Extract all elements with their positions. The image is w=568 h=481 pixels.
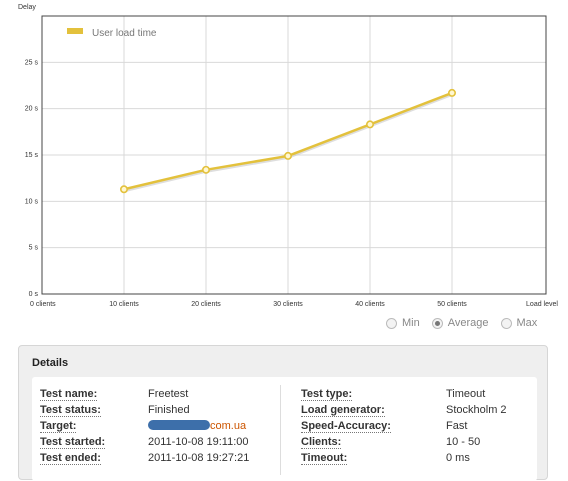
chart-legend: User load time	[67, 28, 157, 39]
test-status-label: Test status:	[40, 404, 101, 417]
view-option-average-label: Average	[447, 317, 489, 329]
details-panel: Details Test name: Freetest Test status:…	[18, 345, 548, 481]
speed-accuracy-label: Speed-Accuracy:	[301, 420, 391, 433]
details-right-column: Test type: Timeout Load generator: Stock…	[301, 387, 507, 467]
y-tick-labels: 0 s 5 s 10 s 15 s 20 s 25 s	[25, 59, 39, 298]
x-tick-label: 50 clients	[437, 301, 467, 308]
detail-row-test-ended: Test ended: 2011-10-08 19:27:21	[40, 451, 249, 467]
data-point[interactable]	[283, 151, 292, 160]
test-name-value: Freetest	[148, 388, 189, 400]
detail-row-clients: Clients: 10 - 50	[301, 435, 507, 451]
detail-row-test-type: Test type: Timeout	[301, 387, 507, 403]
x-tick-labels: 0 clients 10 clients 20 clients 30 clients 4…	[30, 301, 558, 308]
data-point[interactable]	[202, 165, 211, 174]
detail-row-speed-accuracy: Speed-Accuracy: Fast	[301, 419, 507, 435]
y-axis-title: Delay	[18, 4, 36, 11]
load-time-chart: Delay 0 s 5 s 10 s 15 s 20 s 25 s 0 clients 10…	[18, 4, 558, 308]
detail-row-target: Target: com.ua	[40, 419, 249, 435]
test-type-label: Test type:	[301, 388, 353, 401]
x-tick-label: 0 clients	[30, 301, 56, 308]
y-tick-label: 20 s	[25, 106, 39, 113]
view-option-min[interactable]: Min	[386, 317, 420, 329]
legend-swatch	[67, 28, 83, 34]
x-tick-label: 40 clients	[355, 301, 385, 308]
speed-accuracy-value: Fast	[446, 420, 468, 432]
chart-series	[120, 88, 456, 194]
timeout-value: 0 ms	[446, 452, 470, 464]
target-domain-suffix[interactable]: com.ua	[210, 420, 247, 432]
view-options: Min Average Max	[386, 317, 537, 329]
y-tick-label: 15 s	[25, 152, 39, 159]
radio-max-icon[interactable]	[500, 317, 512, 329]
details-table: Test name: Freetest Test status: Finishe…	[32, 377, 537, 481]
data-point[interactable]	[120, 185, 129, 194]
test-type-value: Timeout	[446, 388, 486, 400]
y-tick-label: 0 s	[29, 291, 39, 298]
load-generator-value: Stockholm 2	[446, 404, 507, 416]
load-generator-label: Load generator:	[301, 404, 385, 417]
x-tick-label: 20 clients	[191, 301, 221, 308]
view-option-average[interactable]: Average	[431, 317, 489, 329]
clients-value: 10 - 50	[446, 436, 481, 448]
view-option-max-label: Max	[516, 317, 538, 329]
x-axis-title: Load level	[526, 301, 558, 308]
data-point[interactable]	[365, 120, 374, 129]
redaction-mark	[148, 420, 210, 430]
test-ended-value: 2011-10-08 19:27:21	[148, 452, 250, 464]
timeout-label: Timeout:	[301, 452, 348, 465]
details-divider	[280, 385, 281, 475]
test-started-label: Test started:	[40, 436, 106, 449]
detail-row-load-generator: Load generator: Stockholm 2	[301, 403, 507, 419]
target-label: Target:	[40, 420, 77, 433]
detail-row-test-started: Test started: 2011-10-08 19:11:00	[40, 435, 249, 451]
plot-frame	[41, 15, 547, 295]
test-status-value: Finished	[148, 404, 190, 416]
y-tick-label: 5 s	[29, 245, 39, 252]
radio-average-icon[interactable]	[431, 317, 443, 329]
radio-min-icon[interactable]	[386, 317, 397, 329]
x-tick-label: 30 clients	[273, 301, 303, 308]
test-ended-label: Test ended:	[40, 452, 101, 465]
view-option-min-label: Min	[402, 317, 420, 329]
x-tick-label: 10 clients	[109, 301, 139, 308]
detail-row-test-name: Test name: Freetest	[40, 387, 249, 403]
clients-label: Clients:	[301, 436, 342, 449]
test-started-value: 2011-10-08 19:11:00	[148, 436, 249, 448]
data-point[interactable]	[447, 88, 456, 97]
view-option-max[interactable]: Max	[500, 317, 538, 329]
target-value[interactable]: com.ua	[148, 419, 246, 433]
y-tick-label: 25 s	[25, 59, 39, 66]
details-title: Details	[32, 357, 69, 369]
legend-label: User load time	[92, 28, 157, 39]
test-name-label: Test name:	[40, 388, 98, 401]
detail-row-timeout: Timeout: 0 ms	[301, 451, 507, 467]
details-left-column: Test name: Freetest Test status: Finishe…	[40, 387, 249, 467]
y-tick-label: 10 s	[25, 198, 39, 205]
detail-row-test-status: Test status: Finished	[40, 403, 249, 419]
